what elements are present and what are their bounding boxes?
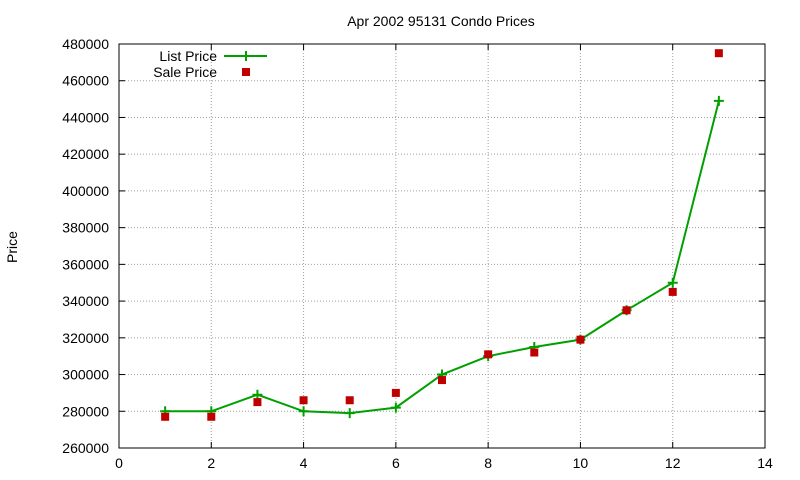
series-2	[161, 49, 723, 421]
series-layer	[160, 49, 724, 421]
list-price-point	[390, 402, 401, 413]
x-tick-label: 12	[665, 455, 681, 471]
y-tick-label: 420000	[62, 146, 109, 162]
x-tick-label: 8	[484, 455, 492, 471]
sale-price-point	[253, 398, 262, 407]
grid	[119, 44, 765, 448]
sale-price-point	[391, 388, 400, 397]
legend-label: Sale Price	[153, 64, 217, 80]
legend-label: List Price	[159, 48, 217, 64]
y-tick-label: 300000	[62, 367, 109, 383]
y-tick-label: 280000	[62, 403, 109, 419]
legend-plus-marker	[241, 51, 251, 61]
sale-price-point	[161, 412, 170, 421]
x-axis: 0 2 4 6 8 10 12 14	[115, 44, 773, 471]
y-tick-label: 360000	[62, 256, 109, 272]
x-tick-label: 0	[115, 455, 123, 471]
y-tick-label: 320000	[62, 330, 109, 346]
y-tick-label: 400000	[62, 183, 109, 199]
sale-price-point	[484, 350, 493, 359]
list-price-point	[713, 95, 724, 106]
list-price-point	[298, 406, 309, 417]
sale-price-point	[622, 306, 631, 315]
x-tick-label: 14	[757, 455, 773, 471]
x-tick-label: 4	[300, 455, 308, 471]
list-price-point	[252, 389, 263, 400]
sale-price-point	[345, 396, 354, 405]
y-tick-label: 260000	[62, 440, 109, 456]
x-tick-label: 6	[392, 455, 400, 471]
sale-price-point	[438, 376, 446, 385]
y-tick-label: 340000	[62, 293, 109, 309]
y-axis: 260000 280000 300000 320000 340000 360000 3800…	[62, 36, 765, 456]
y-tick-label: 440000	[62, 109, 109, 125]
y-tick-label: 460000	[62, 73, 109, 89]
legend-square-marker	[242, 68, 250, 76]
chart-title: Apr 2002 95131 Condo Prices	[347, 13, 535, 29]
y-axis-label: Price	[4, 231, 20, 263]
list-price-point	[667, 277, 678, 288]
list-price-point	[344, 408, 355, 419]
sale-price-point	[668, 287, 677, 296]
sale-price-point	[714, 49, 723, 58]
x-tick-label: 10	[573, 455, 589, 471]
series-1	[160, 95, 724, 419]
sale-price-point	[207, 412, 216, 421]
sale-price-point	[576, 335, 585, 344]
sale-price-point	[530, 348, 539, 357]
plot-frame	[118, 43, 766, 449]
sale-price-point	[299, 396, 308, 405]
x-tick-label: 2	[207, 455, 215, 471]
list-price-line	[165, 100, 720, 415]
y-tick-label: 380000	[62, 220, 109, 236]
y-tick-label: 480000	[62, 36, 109, 52]
